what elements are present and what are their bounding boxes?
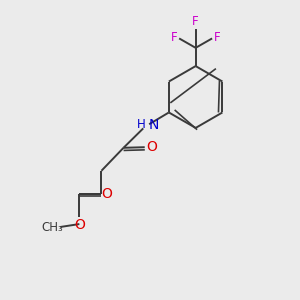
Text: O: O (74, 218, 85, 232)
Text: N: N (148, 118, 159, 132)
Text: F: F (192, 15, 199, 28)
Text: H: H (136, 118, 145, 131)
Text: O: O (146, 140, 157, 154)
Text: O: O (102, 187, 112, 201)
Text: F: F (214, 31, 221, 44)
Text: CH₃: CH₃ (41, 221, 63, 234)
Text: F: F (170, 31, 177, 44)
